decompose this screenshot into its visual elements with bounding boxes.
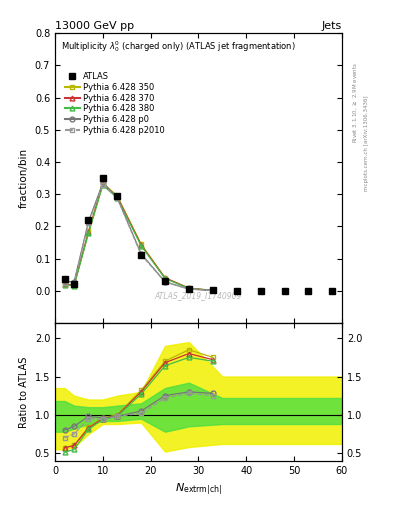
Text: 13000 GeV pp: 13000 GeV pp <box>55 21 134 31</box>
Y-axis label: Ratio to ATLAS: Ratio to ATLAS <box>19 356 29 428</box>
Text: Multiplicity $\lambda_0^0$ (charged only) (ATLAS jet fragmentation): Multiplicity $\lambda_0^0$ (charged only… <box>61 39 296 54</box>
Text: Jets: Jets <box>321 21 342 31</box>
Y-axis label: fraction/bin: fraction/bin <box>19 148 29 208</box>
X-axis label: $N_{\mathrm{extrm|ch|}}$: $N_{\mathrm{extrm|ch|}}$ <box>175 481 222 497</box>
Text: ATLAS_2019_I1740909: ATLAS_2019_I1740909 <box>155 291 242 300</box>
Text: Rivet 3.1.10, $\geq$ 2.9M events: Rivet 3.1.10, $\geq$ 2.9M events <box>352 62 359 143</box>
Legend: ATLAS, Pythia 6.428 350, Pythia 6.428 370, Pythia 6.428 380, Pythia 6.428 p0, Py: ATLAS, Pythia 6.428 350, Pythia 6.428 37… <box>65 72 165 135</box>
Text: mcplots.cern.ch [arXiv:1306.3436]: mcplots.cern.ch [arXiv:1306.3436] <box>364 96 369 191</box>
